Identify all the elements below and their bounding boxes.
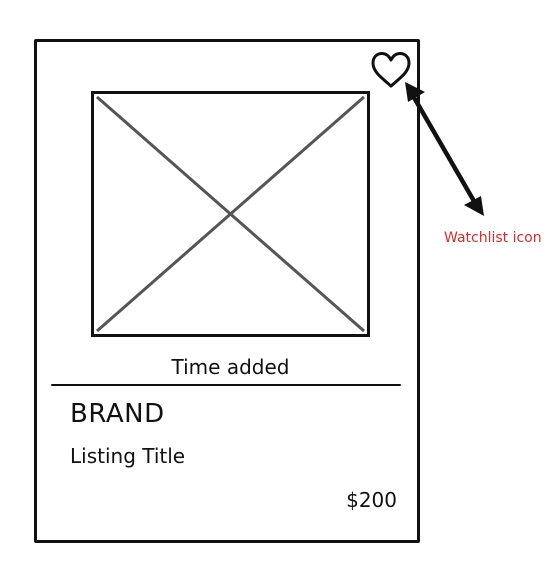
brand-label: BRAND <box>70 399 165 429</box>
time-added-label: Time added <box>171 355 290 379</box>
annotation-arrow-icon <box>405 82 484 216</box>
watchlist-annotation-label: Watchlist icon <box>444 230 542 246</box>
listing-title[interactable]: Listing Title <box>70 444 186 468</box>
watchlist-heart-icon[interactable] <box>370 51 412 89</box>
price-label: $200 <box>346 488 397 512</box>
image-placeholder <box>91 91 370 337</box>
divider <box>51 384 401 386</box>
placeholder-cross-icon <box>96 95 365 333</box>
listing-card[interactable]: Time added BRAND Listing Title $200 <box>34 39 420 543</box>
